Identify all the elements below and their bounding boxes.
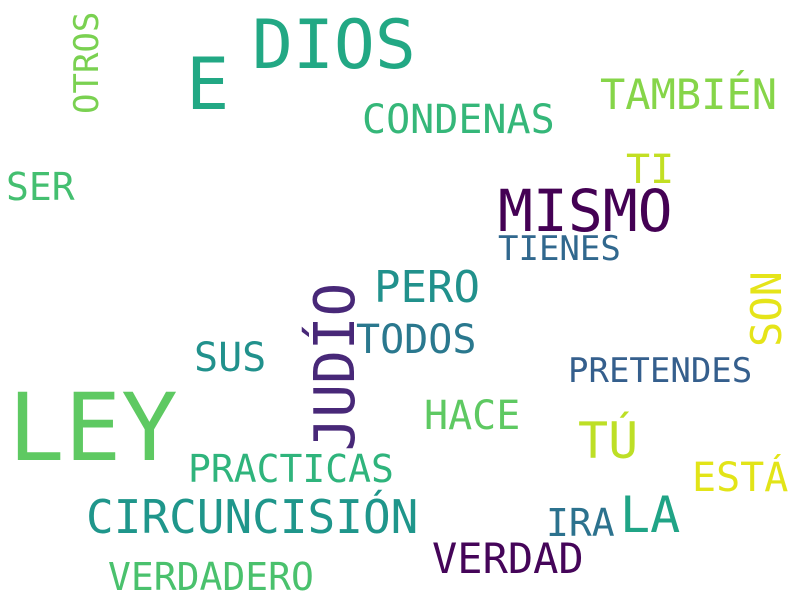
word-tu: TÚ bbox=[578, 412, 639, 470]
word-pero: PERO bbox=[374, 262, 480, 313]
word-condenas: CONDENAS bbox=[362, 97, 555, 143]
word-ira: IRA bbox=[546, 501, 615, 545]
word-dios: DIOS bbox=[252, 6, 416, 85]
word-e: E bbox=[186, 42, 230, 126]
word-otros: OTROS bbox=[67, 11, 107, 114]
word-ley: LEY bbox=[8, 374, 178, 483]
word-verdad: VERDAD bbox=[432, 534, 584, 583]
word-verdadero: VERDADERO bbox=[108, 555, 314, 599]
word-mismo: MISMO bbox=[498, 177, 673, 245]
word-tienes: TIENES bbox=[498, 229, 621, 269]
word-hace: HACE bbox=[424, 393, 521, 439]
word-tambien: TAMBIÉN bbox=[600, 70, 778, 119]
word-la: LA bbox=[620, 486, 681, 544]
word-son: SON bbox=[742, 271, 791, 347]
word-practicas: PRACTICAS bbox=[188, 447, 394, 491]
word-pretendes: PRETENDES bbox=[568, 351, 753, 391]
word-circuncision: CIRCUNCISIÓN bbox=[86, 490, 419, 544]
word-todos: TODOS bbox=[356, 317, 477, 363]
word-ser: SER bbox=[6, 165, 75, 209]
word-judio: JUDÍO bbox=[303, 282, 368, 452]
word-esta: ESTÁ bbox=[692, 455, 789, 501]
word-ti: TI bbox=[626, 147, 675, 193]
word-sus: SUS bbox=[194, 335, 267, 381]
